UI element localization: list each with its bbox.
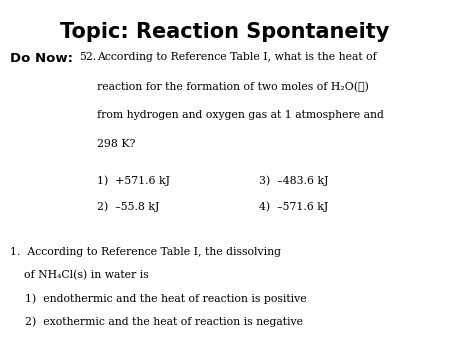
Text: 1.  According to Reference Table I, the dissolving: 1. According to Reference Table I, the d…	[10, 247, 281, 257]
Text: 4)  –571.6 kJ: 4) –571.6 kJ	[259, 202, 328, 212]
Text: 1)  +571.6 kJ: 1) +571.6 kJ	[97, 176, 170, 187]
Text: 3)  –483.6 kJ: 3) –483.6 kJ	[259, 176, 328, 187]
Text: Topic: Reaction Spontaneity: Topic: Reaction Spontaneity	[60, 22, 390, 42]
Text: 298 K?: 298 K?	[97, 139, 135, 149]
Text: Do Now:: Do Now:	[10, 52, 73, 65]
Text: reaction for the formation of two moles of H₂O(ℓ): reaction for the formation of two moles …	[97, 81, 369, 92]
Text: 52.: 52.	[79, 52, 96, 63]
Text: 2)  exothermic and the heat of reaction is negative: 2) exothermic and the heat of reaction i…	[25, 316, 303, 327]
Text: According to Reference Table I, what is the heat of: According to Reference Table I, what is …	[97, 52, 377, 63]
Text: from hydrogen and oxygen gas at 1 atmosphere and: from hydrogen and oxygen gas at 1 atmosp…	[97, 110, 383, 120]
Text: of NH₄Cl(s) in water is: of NH₄Cl(s) in water is	[10, 270, 148, 281]
Text: 1)  endothermic and the heat of reaction is positive: 1) endothermic and the heat of reaction …	[25, 294, 306, 305]
Text: 2)  –55.8 kJ: 2) –55.8 kJ	[97, 202, 159, 212]
